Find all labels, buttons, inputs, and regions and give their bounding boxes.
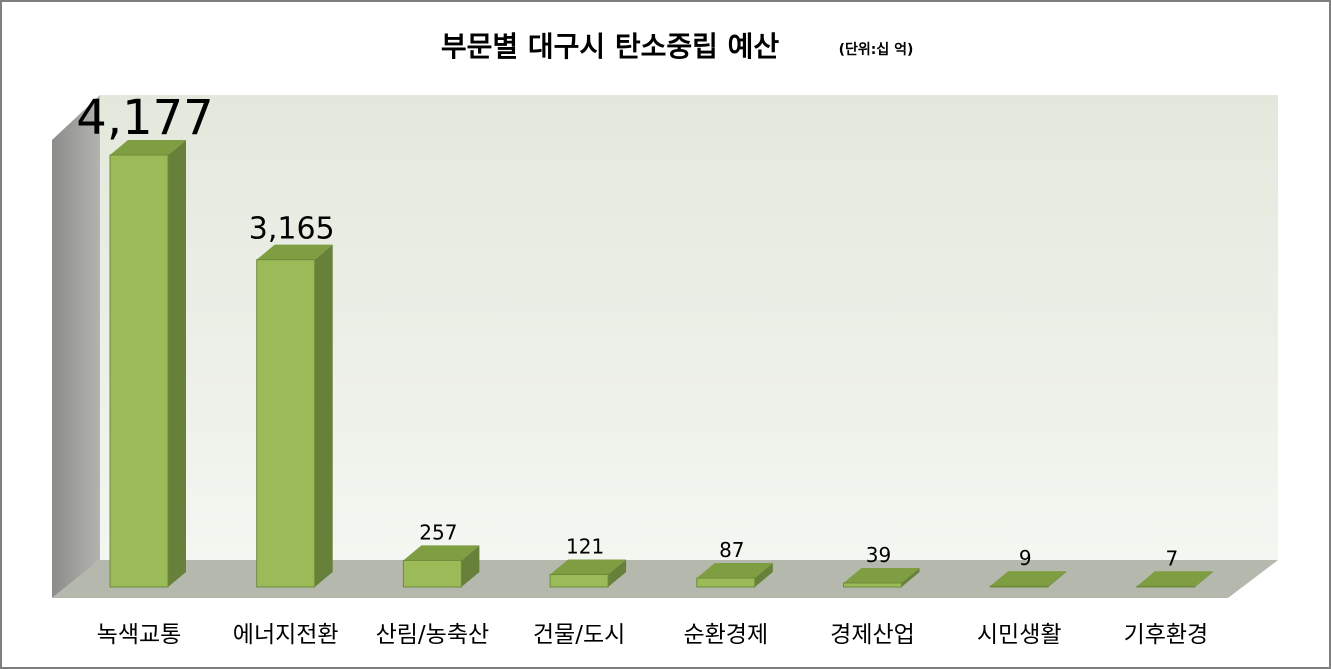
value-label: 121 — [566, 534, 604, 558]
x-tick-label: 경제산업 — [830, 622, 915, 648]
chart-subtitle: (단위:십 억) — [839, 41, 914, 58]
bar-top — [990, 571, 1067, 587]
bar-side — [901, 567, 920, 587]
bar-top — [256, 244, 333, 260]
bar — [256, 244, 333, 588]
bar-top — [1136, 571, 1213, 587]
side-wall — [52, 95, 100, 598]
bar-top — [550, 559, 627, 575]
bar-front — [843, 582, 902, 588]
x-tick-label: 순환경제 — [683, 622, 768, 648]
bar-side — [608, 559, 627, 587]
bar-side — [314, 244, 333, 587]
bar-front — [1136, 585, 1196, 588]
bar — [843, 567, 920, 588]
x-tick-label: 에너지전환 — [233, 622, 339, 648]
value-label: 9 — [1019, 546, 1032, 570]
x-tick-label: 시민생활 — [977, 622, 1062, 648]
bar-side — [168, 140, 186, 587]
bar — [109, 140, 186, 588]
bar — [402, 545, 480, 588]
chart-title: 부문별 대구시 탄소중립 예산 — [441, 30, 780, 63]
bar-top — [110, 140, 186, 155]
bar — [989, 571, 1067, 588]
value-label: 257 — [419, 520, 457, 544]
bar-side — [754, 563, 773, 587]
x-tick-label: 녹색교통 — [97, 622, 182, 648]
bar-front — [109, 154, 169, 588]
value-label: 87 — [719, 538, 744, 562]
x-tick-label: 기후환경 — [1124, 622, 1209, 648]
value-label: 4,177 — [76, 90, 213, 146]
value-label: 39 — [866, 543, 891, 567]
bar-side — [1048, 571, 1067, 587]
bar-top — [696, 563, 773, 579]
bar-side — [1194, 571, 1213, 587]
bar-front — [989, 585, 1049, 588]
x-tick-label: 산림/농축산 — [376, 622, 490, 648]
bar — [549, 559, 627, 588]
x-tick-label: 건물/도시 — [533, 622, 625, 648]
floor — [52, 560, 1278, 598]
back-wall — [100, 95, 1278, 560]
bar-side — [461, 545, 480, 587]
bar — [696, 563, 773, 588]
bar — [1136, 571, 1213, 588]
bar-front — [696, 577, 756, 588]
bar-front — [256, 259, 316, 588]
bar-top — [843, 567, 920, 583]
value-label: 3,165 — [249, 212, 335, 247]
bar-front — [549, 573, 609, 588]
value-label: 7 — [1166, 546, 1179, 570]
bar-front — [402, 559, 462, 588]
bar-top — [403, 545, 480, 561]
